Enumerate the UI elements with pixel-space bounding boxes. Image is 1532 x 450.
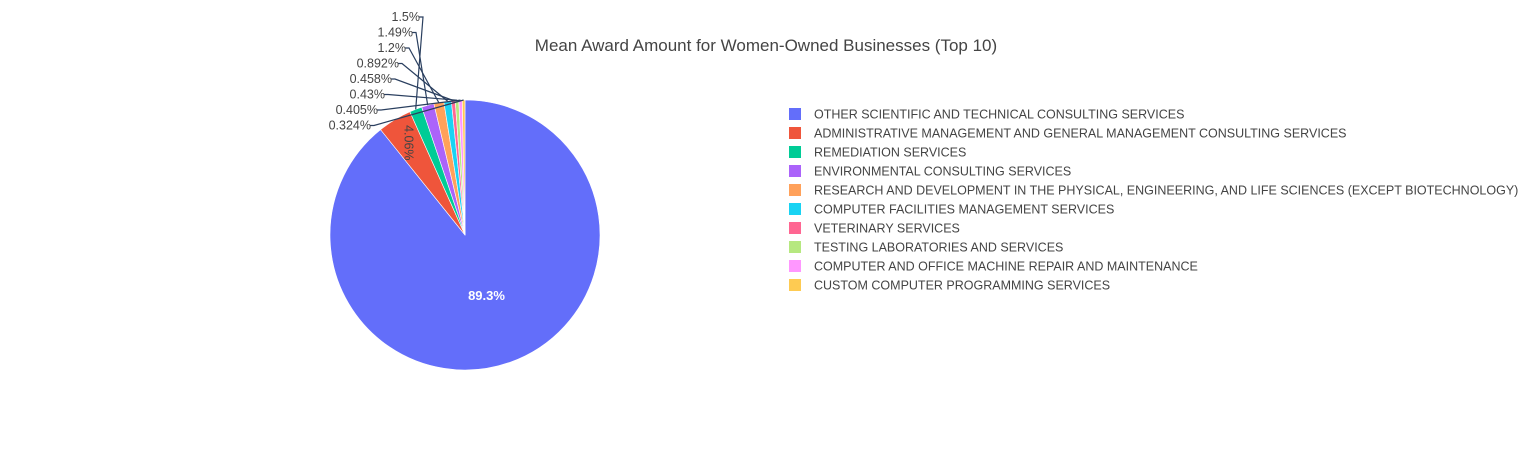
leader-line bbox=[370, 99, 464, 127]
slice-label: 0.405% bbox=[336, 103, 378, 117]
legend-item[interactable]: VETERINARY SERVICES bbox=[789, 222, 960, 236]
legend-swatch bbox=[789, 108, 801, 120]
legend-label: ENVIRONMENTAL CONSULTING SERVICES bbox=[814, 165, 1071, 179]
legend: OTHER SCIENTIFIC AND TECHNICAL CONSULTIN… bbox=[789, 108, 1518, 293]
legend-swatch bbox=[789, 146, 801, 158]
legend-label: TESTING LABORATORIES AND SERVICES bbox=[814, 241, 1063, 255]
legend-label: REMEDIATION SERVICES bbox=[814, 146, 966, 160]
legend-label: ADMINISTRATIVE MANAGEMENT AND GENERAL MA… bbox=[814, 127, 1347, 141]
legend-label: COMPUTER AND OFFICE MACHINE REPAIR AND M… bbox=[814, 260, 1198, 274]
pie-labels: 89.3% 4.06% 1.5% 1.49%1.2% 0.892%0.458% 0.43%… bbox=[329, 10, 506, 303]
pie-slices bbox=[329, 99, 601, 371]
chart-title: Mean Award Amount for Women-Owned Busine… bbox=[535, 36, 997, 55]
leader-line bbox=[391, 78, 454, 102]
slice-label: 0.892% bbox=[357, 57, 399, 71]
legend-item[interactable]: RESEARCH AND DEVELOPMENT IN THE PHYSICAL… bbox=[789, 184, 1518, 198]
legend-swatch bbox=[789, 165, 801, 177]
legend-item[interactable]: ENVIRONMENTAL CONSULTING SERVICES bbox=[789, 165, 1071, 179]
legend-swatch bbox=[789, 222, 801, 234]
slice-label: 0.43% bbox=[350, 88, 385, 102]
slice-label: 4.06% bbox=[402, 125, 416, 160]
slice-label: 89.3% bbox=[468, 288, 505, 303]
legend-swatch bbox=[789, 203, 801, 215]
leader-line bbox=[377, 99, 461, 111]
legend-item[interactable]: ADMINISTRATIVE MANAGEMENT AND GENERAL MA… bbox=[789, 127, 1347, 141]
legend-label: COMPUTER FACILITIES MANAGEMENT SERVICES bbox=[814, 203, 1114, 217]
leader-line bbox=[415, 16, 424, 110]
legend-item[interactable]: OTHER SCIENTIFIC AND TECHNICAL CONSULTIN… bbox=[789, 108, 1184, 122]
legend-swatch bbox=[789, 241, 801, 253]
legend-item[interactable]: COMPUTER AND OFFICE MACHINE REPAIR AND M… bbox=[789, 260, 1198, 274]
legend-item[interactable]: CUSTOM COMPUTER PROGRAMMING SERVICES bbox=[789, 279, 1110, 293]
legend-label: CUSTOM COMPUTER PROGRAMMING SERVICES bbox=[814, 279, 1110, 293]
slice-label: 0.458% bbox=[350, 72, 392, 86]
legend-item[interactable]: COMPUTER FACILITIES MANAGEMENT SERVICES bbox=[789, 203, 1114, 217]
legend-label: RESEARCH AND DEVELOPMENT IN THE PHYSICAL… bbox=[814, 184, 1518, 198]
legend-label: VETERINARY SERVICES bbox=[814, 222, 960, 236]
legend-swatch bbox=[789, 184, 801, 196]
legend-item[interactable]: REMEDIATION SERVICES bbox=[789, 146, 966, 160]
legend-swatch bbox=[789, 127, 801, 139]
legend-item[interactable]: TESTING LABORATORIES AND SERVICES bbox=[789, 241, 1063, 255]
legend-swatch bbox=[789, 260, 801, 272]
slice-label: 1.2% bbox=[378, 41, 407, 55]
legend-swatch bbox=[789, 279, 801, 291]
slice-label: 1.49% bbox=[378, 26, 413, 40]
slice-label: 0.324% bbox=[329, 119, 371, 133]
leader-line bbox=[405, 47, 440, 103]
legend-label: OTHER SCIENTIFIC AND TECHNICAL CONSULTIN… bbox=[814, 108, 1184, 122]
leader-line bbox=[384, 93, 458, 101]
slice-label: 1.5% bbox=[392, 10, 421, 24]
leader-line bbox=[398, 62, 448, 102]
